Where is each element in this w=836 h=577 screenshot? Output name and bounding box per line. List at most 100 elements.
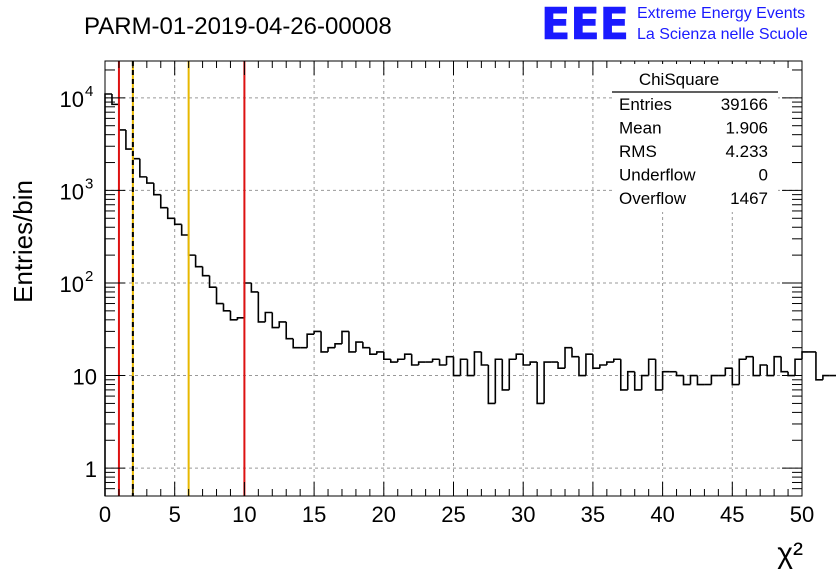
histogram-bin [118,104,126,131]
histogram-bin [166,207,175,220]
histogram-bin [306,333,315,348]
histogram-bin [159,194,168,209]
histogram-bin [146,176,154,184]
logo-line-1: Extreme Energy Events [637,5,805,22]
histogram-bin [257,291,266,323]
histogram-bin [271,312,280,329]
histogram-bin [355,341,363,352]
histogram-bin [285,321,294,340]
histogram-bin [480,351,489,366]
histogram-bin [752,356,761,377]
histogram-bin [557,362,566,370]
histogram-bin [815,351,823,381]
stats-label: RMS [619,142,657,161]
histogram-bin [801,351,809,360]
stats-value: 0 [759,166,768,185]
histogram-bin [647,358,656,376]
histogram-bin [208,275,217,289]
histogram-bin [222,303,231,312]
x-tick-label: 5 [169,502,181,527]
histogram-bin [417,361,426,366]
histogram-bin [543,361,552,404]
histogram-bin [578,356,586,377]
stats-box-name: ChiSquare [639,70,719,89]
stats-value: 4.233 [725,142,768,161]
histogram-bin [571,347,579,358]
histogram-bin [487,365,496,405]
stats-label: Mean [619,119,662,138]
histogram-bin [536,362,545,405]
y-tick-label: 1 [85,457,97,482]
histogram-bin [410,354,419,366]
histogram-bin [731,368,740,386]
histogram-bin [515,353,524,360]
histogram-bin [759,364,768,376]
x-axis-title: χ² [777,537,803,570]
histogram-bin [675,371,684,377]
histogram-bin [745,355,754,360]
x-tick-label: 15 [302,502,326,527]
stats-label: Underflow [619,166,696,185]
x-tick-label: 45 [720,502,744,527]
histogram-bin [104,93,112,496]
histogram-bin [626,370,635,390]
histogram-bin [459,358,468,376]
histogram-bin [613,358,621,363]
histogram-bin [696,375,705,386]
x-tick-label: 25 [441,502,465,527]
run-title: PARM-01-2019-04-26-00008 [84,13,392,40]
histogram-bin [139,158,147,178]
stats-box: ChiSquare Entries 39166 Mean 1.906 RMS 4.233 U… [612,64,778,212]
stats-value: 39166 [721,95,768,114]
histogram-bin [264,311,273,322]
histogram-bin [585,353,593,376]
y-tick-base: 10 [60,87,84,112]
histogram-bin [201,266,210,277]
logo-line-2: La Scienza nelle Scuole [637,26,808,43]
histogram-bin [187,234,196,256]
x-tick-label: 30 [511,502,535,527]
histogram-bin [822,374,830,380]
x-tick-label: 35 [581,502,605,527]
histogram-bin [334,343,342,348]
histogram-bin [689,374,698,385]
stats-value: 1467 [730,189,768,208]
histogram-bin [564,346,572,369]
histogram-bin [313,330,322,335]
histogram-bin [376,351,384,355]
histogram-bin [348,331,356,353]
histogram-bin [452,356,461,377]
stats-value: 1.906 [725,119,768,138]
y-tick-exponent: 2 [85,268,93,285]
histogram-bin [236,317,245,320]
histogram-bin [529,361,538,366]
histogram-bin [389,359,398,363]
stats-label: Overflow [619,189,687,208]
histogram-bin [633,371,642,391]
histogram-bin [494,358,503,404]
histogram-bin [473,351,482,376]
histogram-bin [682,375,691,386]
histogram-bin [654,359,663,391]
histogram-bin [320,331,329,353]
histogram-bin [599,364,607,369]
histogram-bin [292,338,301,349]
histogram-bin [132,149,140,160]
histogram-bin [215,287,224,305]
y-tick-base: 10 [60,179,84,204]
histogram-bin [194,255,203,268]
histogram-bin [403,353,412,360]
cut-lines [117,61,246,496]
histogram-bin [396,358,405,363]
histogram-bin [173,218,182,226]
histogram-bin [466,359,475,377]
histogram-bin [438,359,447,366]
histogram-bin [501,359,510,391]
histogram-bin [341,330,349,344]
y-tick-label: 10 [73,365,97,390]
x-tick-label: 40 [650,502,674,527]
histogram-bin [640,374,649,390]
histogram-bin [431,358,440,363]
